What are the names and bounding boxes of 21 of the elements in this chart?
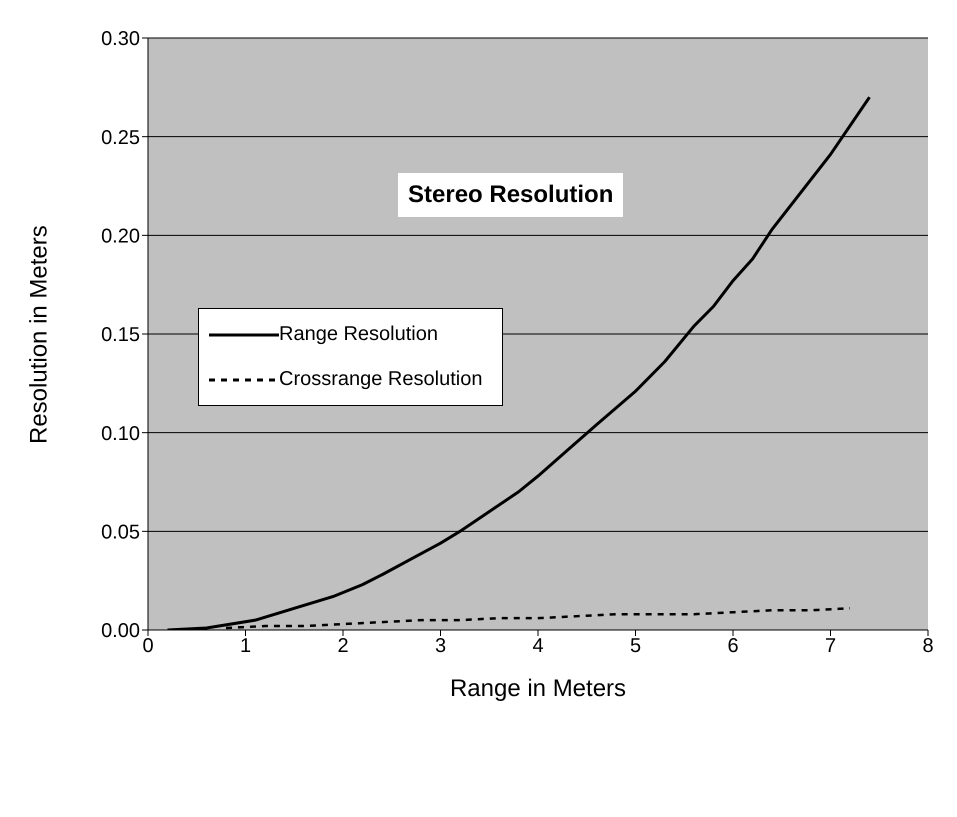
x-tick-label: 8 — [922, 635, 934, 658]
x-tick-label: 3 — [434, 635, 446, 658]
y-tick-label: 0.20 — [101, 225, 140, 248]
y-tick-label: 0.05 — [101, 521, 140, 544]
legend-label: Range Resolution — [279, 323, 438, 346]
x-tick-label: 5 — [630, 635, 642, 658]
x-tick-label: 0 — [142, 635, 154, 658]
y-tick-label: 0.00 — [101, 620, 140, 642]
x-tick-label: 6 — [727, 635, 739, 658]
x-axis-title: Range in Meters — [450, 675, 626, 702]
y-tick-label: 0.15 — [101, 324, 140, 346]
x-tick-label: 7 — [824, 635, 836, 658]
legend-label: Crossrange Resolution — [279, 368, 482, 391]
x-tick-label: 2 — [337, 635, 349, 658]
x-tick-label: 1 — [240, 635, 252, 658]
y-axis-title: Resolution in Meters — [26, 225, 53, 444]
y-tick-label: 0.25 — [101, 126, 140, 149]
y-tick-label: 0.30 — [101, 28, 140, 50]
y-tick-label: 0.10 — [101, 422, 140, 445]
text: Stereo Resolution — [398, 173, 624, 217]
x-tick-label: 4 — [532, 635, 544, 658]
